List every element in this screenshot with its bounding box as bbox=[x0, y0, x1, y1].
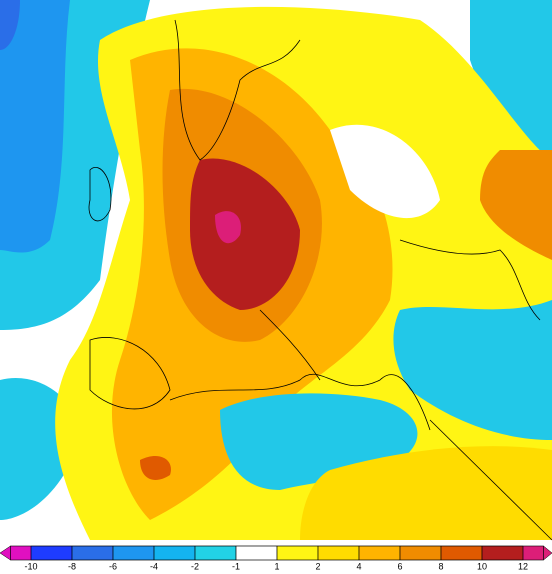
colorbar-extend-high bbox=[543, 545, 552, 561]
colorbar: -10 -8 -6 -4 -2 -1 1 2 4 6 8 10 12 bbox=[0, 545, 552, 571]
ocean-coldest bbox=[0, 0, 20, 50]
colorbar-tick-label: 1 bbox=[274, 561, 279, 571]
colorbar-segment bbox=[153, 545, 196, 561]
coastline bbox=[174, 19, 301, 161]
colorbar-tick-label: 2 bbox=[315, 561, 320, 571]
coastlines bbox=[88, 19, 552, 541]
coastline bbox=[399, 239, 541, 321]
ocean-colder bbox=[0, 0, 70, 253]
border bbox=[429, 419, 552, 541]
warm-5 bbox=[215, 211, 241, 244]
colorbar-tick-label: 12 bbox=[518, 561, 528, 571]
neutral-east bbox=[330, 124, 440, 219]
east-warm bbox=[480, 150, 552, 260]
colorbar-segment bbox=[481, 545, 524, 561]
coastline bbox=[259, 309, 321, 381]
coastline bbox=[88, 167, 112, 222]
colorbar-tick-label: -8 bbox=[68, 561, 76, 571]
colorbar-segment bbox=[440, 545, 483, 561]
colorbar-segment bbox=[523, 546, 544, 560]
colorbar-tick-label: 6 bbox=[397, 561, 402, 571]
map bbox=[0, 0, 552, 541]
colorbar-segment bbox=[30, 545, 73, 561]
coastline bbox=[89, 337, 171, 410]
colorbar-segment bbox=[399, 545, 442, 561]
africa-warm bbox=[300, 446, 552, 540]
colorbar-segment bbox=[276, 545, 319, 561]
colorbar-segment bbox=[358, 545, 401, 561]
colorbar-tick-label: -10 bbox=[24, 561, 37, 571]
colorbar-tick-label: 8 bbox=[438, 561, 443, 571]
colorbar-segment bbox=[112, 545, 155, 561]
colorbar-segment bbox=[71, 545, 114, 561]
warm-4 bbox=[190, 158, 300, 310]
colorbar-tick-label: 4 bbox=[356, 561, 361, 571]
colorbar-tick-label: -4 bbox=[150, 561, 158, 571]
colorbar-tick-label: 10 bbox=[477, 561, 487, 571]
coastline bbox=[169, 373, 431, 431]
east-cold bbox=[470, 0, 552, 160]
colorbar-segment bbox=[235, 545, 278, 561]
colorbar-segment bbox=[194, 545, 237, 561]
colorbar-segment bbox=[10, 546, 31, 560]
colorbar-segment bbox=[317, 545, 360, 561]
colorbar-tick-label: -1 bbox=[232, 561, 240, 571]
africa-hot bbox=[140, 455, 171, 480]
colorbar-extend-low bbox=[0, 545, 11, 561]
middle-east-cold bbox=[393, 300, 552, 440]
colorbar-tick-label: -2 bbox=[191, 561, 199, 571]
colorbar-tick-label: -6 bbox=[109, 561, 117, 571]
